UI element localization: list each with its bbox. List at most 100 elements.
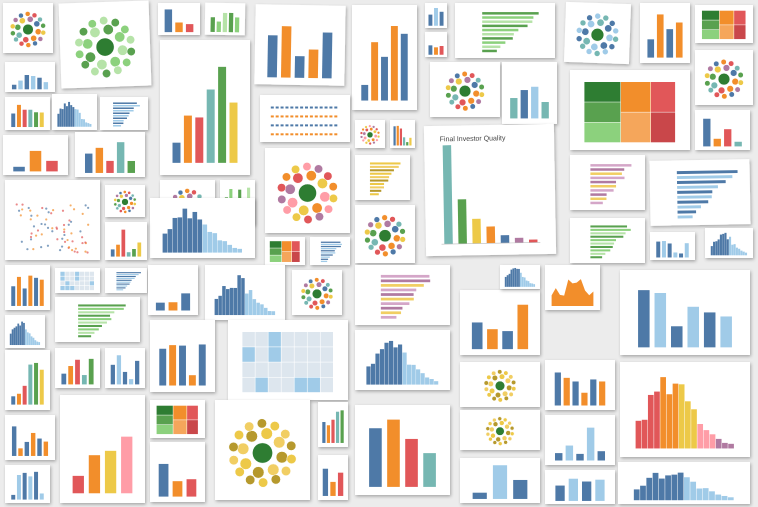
bubble <box>367 221 374 228</box>
bar-shape <box>22 472 27 500</box>
bubble <box>31 12 38 19</box>
bar-shape <box>388 340 394 385</box>
bar-shape <box>581 392 588 406</box>
thumbnail <box>318 402 348 447</box>
bubble <box>502 390 509 397</box>
bubble <box>12 17 19 23</box>
bubble <box>37 36 44 42</box>
region <box>89 286 94 291</box>
bubble <box>312 300 318 307</box>
thumbnail <box>502 62 557 124</box>
bar-shape <box>155 302 165 311</box>
bar-shape <box>380 311 402 315</box>
region <box>70 281 75 286</box>
bar-shape <box>703 118 711 147</box>
bar-shape <box>78 331 95 334</box>
dot <box>275 106 279 109</box>
bar-shape <box>572 381 579 406</box>
bar-shape <box>729 236 732 256</box>
region <box>60 281 65 286</box>
bar-shape <box>116 355 122 385</box>
bar-shape <box>434 381 439 385</box>
bar-shape <box>245 293 249 316</box>
thumbnail <box>55 348 100 388</box>
dot <box>69 220 73 223</box>
bar-shape <box>428 14 433 26</box>
bubble <box>270 474 281 485</box>
tile <box>584 102 621 123</box>
bar-shape <box>510 98 518 119</box>
bubble <box>34 28 42 36</box>
bar-shape <box>30 336 33 346</box>
bubble <box>305 170 317 182</box>
bar-shape <box>34 340 37 346</box>
bubble <box>120 24 130 34</box>
bar-shape <box>402 137 406 146</box>
bar-shape <box>188 375 196 386</box>
bubble <box>126 205 131 210</box>
bubble <box>478 84 485 90</box>
axis-line <box>441 242 541 245</box>
bubble <box>581 27 590 36</box>
bar-shape <box>32 337 35 346</box>
dot <box>46 226 50 229</box>
bar-shape <box>216 21 222 33</box>
bar-shape <box>210 17 215 32</box>
bar-shape <box>212 233 218 253</box>
bubble <box>492 440 498 445</box>
bubble <box>728 91 735 98</box>
bar-shape <box>222 286 226 316</box>
bubble <box>287 197 298 209</box>
bubble <box>612 27 619 35</box>
dot <box>324 115 328 118</box>
bubble <box>593 50 601 57</box>
bar-shape <box>167 229 173 253</box>
thumbnail <box>148 265 198 315</box>
bar-shape <box>81 375 87 385</box>
bubble <box>495 426 505 436</box>
bubble <box>40 23 46 29</box>
bar-shape <box>369 172 392 175</box>
bubble <box>720 59 727 65</box>
bar-shape <box>43 82 49 90</box>
bar-shape <box>116 244 120 257</box>
bubble <box>115 194 119 198</box>
bar-shape <box>11 84 17 90</box>
bar-shape <box>369 165 399 168</box>
bar-shape <box>590 172 622 175</box>
dot <box>270 124 274 127</box>
bar-shape <box>202 224 208 253</box>
bar-shape <box>218 295 222 316</box>
dot <box>314 115 318 118</box>
bar-shape <box>565 445 574 461</box>
bar-shape <box>187 218 193 253</box>
dot <box>305 124 308 127</box>
bar-shape <box>380 293 414 296</box>
bar-shape <box>400 33 408 101</box>
bubble <box>256 418 267 429</box>
thumbnail <box>265 148 350 233</box>
bar-shape <box>74 109 77 127</box>
bar-shape <box>720 316 732 348</box>
bubble <box>314 164 323 174</box>
thumbnail <box>160 40 250 175</box>
bubble <box>22 36 30 44</box>
thumbnail <box>260 95 350 142</box>
bar-shape <box>11 113 16 128</box>
dot <box>66 238 69 242</box>
dot <box>300 106 304 109</box>
bar-shape <box>113 104 140 107</box>
bubble <box>19 17 26 24</box>
bubble <box>273 436 286 449</box>
dot <box>295 133 299 136</box>
bar-shape <box>599 381 606 406</box>
bar-shape <box>116 275 136 278</box>
bar-shape <box>110 364 115 385</box>
thumbnail <box>60 395 145 503</box>
bar-shape <box>597 451 606 461</box>
region <box>320 332 333 347</box>
dot <box>86 251 89 254</box>
bar-shape <box>380 288 417 292</box>
bar-shape <box>116 281 131 283</box>
dot <box>76 251 79 254</box>
